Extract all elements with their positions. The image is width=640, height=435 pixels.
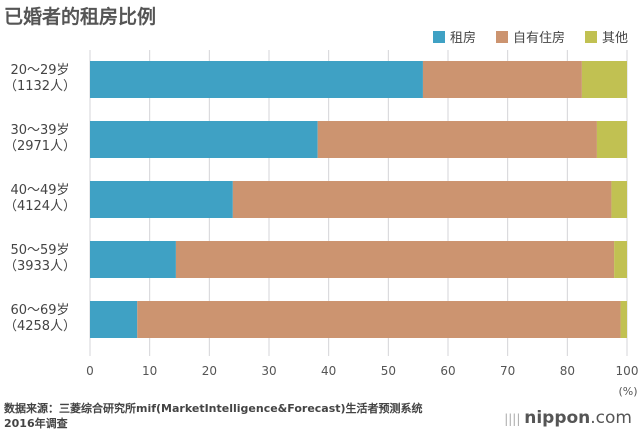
- x-tick-label: 70: [500, 364, 515, 378]
- bar-segment-other: [620, 301, 627, 338]
- age-group: 60～69岁: [10, 303, 70, 318]
- age-group: 30～39岁: [10, 123, 70, 138]
- x-tick-label: 100: [616, 364, 639, 378]
- nippon-logo: |||| nippon.com: [504, 408, 632, 428]
- bar-segment-own: [232, 181, 612, 218]
- bar-segment-rent: [90, 181, 233, 218]
- age-group: 40～49岁: [10, 183, 70, 198]
- plot-area: 0 10 20 30 40 50 60 70 80 100 (%): [86, 50, 639, 398]
- legend-swatch: [584, 30, 597, 43]
- x-tick-label: 40: [321, 364, 336, 378]
- x-tick-label: 60: [440, 364, 455, 378]
- x-tick-label: 30: [261, 364, 276, 378]
- sample-size: （1132人）: [3, 79, 77, 94]
- sample-size: （4124人）: [3, 199, 77, 214]
- source-line-2: 2016年调查: [4, 417, 68, 430]
- sample-size: （2971人）: [3, 139, 77, 154]
- legend-item-rent: 租房: [432, 27, 476, 46]
- sample-size: （3933人）: [3, 259, 77, 274]
- bar-segment-own: [317, 121, 597, 158]
- legend-item-other: 其他: [584, 27, 628, 46]
- legend-swatch: [432, 30, 445, 43]
- legend-swatch: [495, 30, 508, 43]
- sample-size: （4258人）: [3, 319, 77, 334]
- bar-segment-other: [581, 61, 627, 98]
- x-unit-label: (%): [618, 385, 637, 398]
- y-tick-label: 40～49岁 （4124人）: [0, 183, 80, 215]
- bar-segment-rent: [90, 301, 138, 338]
- x-tick-label: 80: [560, 364, 575, 378]
- logo-suffix: .com: [590, 408, 632, 428]
- bar-segment-other: [611, 181, 627, 218]
- legend-item-own: 自有住房: [495, 27, 565, 46]
- bar-segment-other: [596, 121, 627, 158]
- chart-title: 已婚者的租房比例: [4, 6, 157, 28]
- bar-segment-own: [175, 241, 615, 278]
- bar-segment-rent: [90, 121, 318, 158]
- age-group: 50～59岁: [10, 243, 70, 258]
- x-tick-label: 10: [142, 364, 157, 378]
- y-tick-label: 60～69岁 （4258人）: [0, 303, 80, 335]
- age-group: 20～29岁: [10, 63, 70, 78]
- legend-label: 租房: [449, 31, 476, 46]
- legend-label: 自有住房: [512, 31, 565, 46]
- x-tick-label: 0: [86, 364, 94, 378]
- legend-label: 其他: [601, 31, 628, 46]
- logo-main: nippon: [524, 408, 591, 428]
- y-tick-label: 30～39岁 （2971人）: [0, 123, 80, 155]
- y-tick-label: 50～59岁 （3933人）: [0, 243, 80, 275]
- bar-segment-rent: [90, 61, 423, 98]
- bar-segment-other: [614, 241, 627, 278]
- bar-segment-own: [137, 301, 621, 338]
- bar-segment-rent: [90, 241, 176, 278]
- bar-segment-own: [422, 61, 582, 98]
- x-tick-label: 20: [202, 364, 217, 378]
- source-line-1: 数据来源：三菱综合研究所mif(MarketIntelligence&Forec…: [4, 402, 423, 415]
- y-tick-label: 20～29岁 （1132人）: [0, 63, 80, 95]
- source-note: 数据来源：三菱综合研究所mif(MarketIntelligence&Forec…: [4, 401, 423, 431]
- legend: 租房 自有住房 其他: [432, 27, 628, 46]
- x-tick-label: 50: [381, 364, 396, 378]
